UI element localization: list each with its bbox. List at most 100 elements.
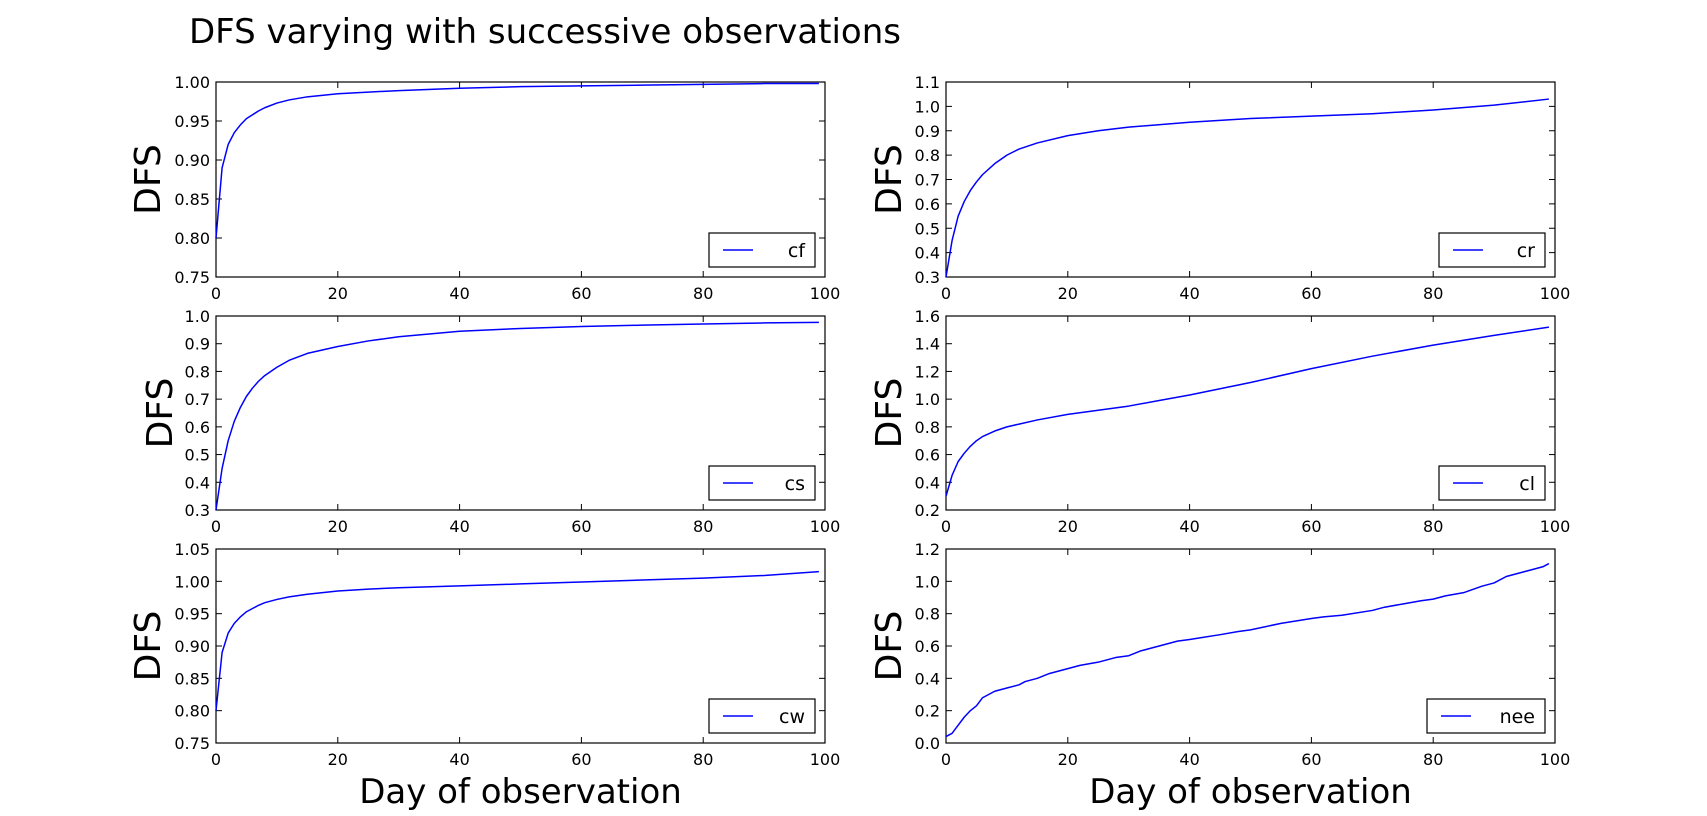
figure-title: DFS varying with successive observations — [189, 12, 901, 52]
y-tick-label: 0.4 — [915, 473, 940, 492]
subplot-cw: 0 20 40 60 80 100 0.75 0.80 0.85 0.90 0.95 1.00 1.05… — [128, 540, 840, 812]
x-tick-label: 20 — [328, 517, 348, 536]
x-tick-label: 100 — [810, 284, 841, 303]
y-tick-label: 0.8 — [915, 418, 940, 437]
x-tick-label: 0 — [211, 517, 221, 536]
x-axis-label: Day of observation — [1089, 772, 1412, 812]
x-tick-label: 40 — [1179, 750, 1199, 769]
x-tick-label: 100 — [1540, 517, 1571, 536]
y-tick-label: 0.85 — [174, 190, 210, 209]
y-tick-label: 0.6 — [915, 446, 940, 465]
series-line-nee — [945, 562, 1550, 738]
x-tick-label: 100 — [1540, 750, 1571, 769]
y-tick-label: 1.00 — [174, 73, 210, 92]
y-tick-label: 0.75 — [174, 734, 210, 753]
y-tick-label: 0.80 — [174, 229, 210, 248]
y-tick-label: 0.5 — [915, 219, 940, 238]
x-tick-label: 0 — [211, 284, 221, 303]
subplot-cl: 0 20 40 60 80 100 0.2 0.4 0.6 0.8 1.0 1.2 1.4 1.6 DFS c… — [869, 307, 1570, 536]
x-tick-label: 20 — [1058, 517, 1078, 536]
y-tick-label: 0.3 — [185, 501, 210, 520]
y-tick-label: 0.75 — [174, 268, 210, 287]
x-tick-label: 60 — [571, 517, 591, 536]
x-tick-label: 60 — [571, 750, 591, 769]
x-tick-label: 60 — [571, 284, 591, 303]
x-tick-label: 40 — [449, 517, 469, 536]
legend: cs — [708, 465, 816, 501]
y-axis-label: DFS — [128, 611, 169, 682]
y-tick-label: 1.05 — [174, 540, 210, 559]
legend: cr — [1438, 232, 1546, 268]
legend: nee — [1426, 698, 1546, 734]
x-tick-label: 80 — [693, 750, 713, 769]
x-tick-label: 80 — [693, 284, 713, 303]
x-tick-label: 40 — [449, 750, 469, 769]
series-line-cl — [945, 326, 1550, 497]
y-tick-label: 0.3 — [915, 268, 940, 287]
series-line-cs — [215, 321, 819, 511]
y-tick-label: 0.9 — [185, 335, 210, 354]
legend-label: cs — [785, 473, 805, 495]
y-tick-label: 0.95 — [174, 112, 210, 131]
y-tick-label: 1.1 — [915, 73, 940, 92]
y-tick-label: 0.2 — [915, 702, 940, 721]
legend: cf — [708, 232, 816, 268]
legend-label: cf — [788, 240, 806, 262]
subplot-nee: 0 20 40 60 80 100 0.0 0.2 0.4 0.6 0.8 1.0 1.2 DFS Day … — [869, 540, 1570, 812]
x-tick-label: 40 — [1179, 517, 1199, 536]
y-tick-label: 0.7 — [185, 390, 210, 409]
y-tick-label: 0.90 — [174, 637, 210, 656]
y-tick-label: 0.5 — [185, 446, 210, 465]
y-tick-label: 0.8 — [185, 362, 210, 381]
x-tick-label: 20 — [1058, 750, 1078, 769]
series-line-cf — [215, 82, 819, 239]
x-tick-label: 20 — [328, 284, 348, 303]
legend: cl — [1438, 465, 1546, 501]
y-tick-label: 1.2 — [915, 362, 940, 381]
x-tick-label: 80 — [1423, 517, 1443, 536]
x-axis-label: Day of observation — [359, 772, 682, 812]
subplot-cs: 0 20 40 60 80 100 0.3 0.4 0.5 0.6 0.7 0.8 0.9 1.0 DFS c… — [140, 307, 840, 536]
legend-label: nee — [1500, 706, 1535, 728]
x-tick-label: 100 — [810, 750, 841, 769]
x-tick-label: 40 — [449, 284, 469, 303]
series-line-cw — [215, 570, 819, 711]
x-tick-label: 0 — [941, 284, 951, 303]
y-tick-label: 1.00 — [174, 572, 210, 591]
y-tick-label: 0.90 — [174, 151, 210, 170]
subplot-cf: 0 20 40 60 80 100 0.75 0.80 0.85 0.90 0.95 1.00 DFS c… — [128, 73, 840, 303]
x-tick-label: 0 — [941, 517, 951, 536]
x-tick-label: 80 — [693, 517, 713, 536]
y-axis-label: DFS — [128, 144, 169, 215]
x-tick-label: 60 — [1301, 517, 1321, 536]
x-tick-label: 80 — [1423, 750, 1443, 769]
y-tick-label: 0.0 — [915, 734, 940, 753]
y-tick-label: 0.6 — [915, 195, 940, 214]
x-tick-label: 60 — [1301, 284, 1321, 303]
y-tick-label: 0.7 — [915, 171, 940, 190]
y-tick-label: 1.6 — [915, 307, 940, 326]
y-axis-label: DFS — [140, 378, 181, 449]
subplot-cr: 0 20 40 60 80 100 0.3 0.4 0.5 0.6 0.7 0.8 0.9 1.0 1.1 D… — [869, 73, 1570, 303]
legend-label: cr — [1517, 240, 1535, 262]
y-tick-label: 1.0 — [185, 307, 210, 326]
y-tick-label: 0.9 — [915, 122, 940, 141]
x-tick-label: 100 — [1540, 284, 1571, 303]
series-line-cr — [945, 98, 1549, 278]
y-tick-label: 0.8 — [915, 146, 940, 165]
subplots-grid: 0 20 40 60 80 1000.750.800.850.900.951.00DFSc… — [128, 73, 1570, 812]
y-tick-label: 1.0 — [915, 572, 940, 591]
y-tick-label: 0.6 — [915, 637, 940, 656]
y-axis-label: DFS — [869, 378, 910, 449]
x-tick-label: 0 — [941, 750, 951, 769]
x-tick-label: 0 — [211, 750, 221, 769]
legend-label: cw — [779, 706, 805, 728]
y-tick-label: 0.6 — [185, 418, 210, 437]
y-tick-label: 0.80 — [174, 702, 210, 721]
x-tick-label: 20 — [1058, 284, 1078, 303]
y-tick-label: 0.4 — [185, 473, 210, 492]
x-tick-label: 60 — [1301, 750, 1321, 769]
x-tick-label: 100 — [810, 517, 841, 536]
y-tick-label: 1.0 — [915, 390, 940, 409]
